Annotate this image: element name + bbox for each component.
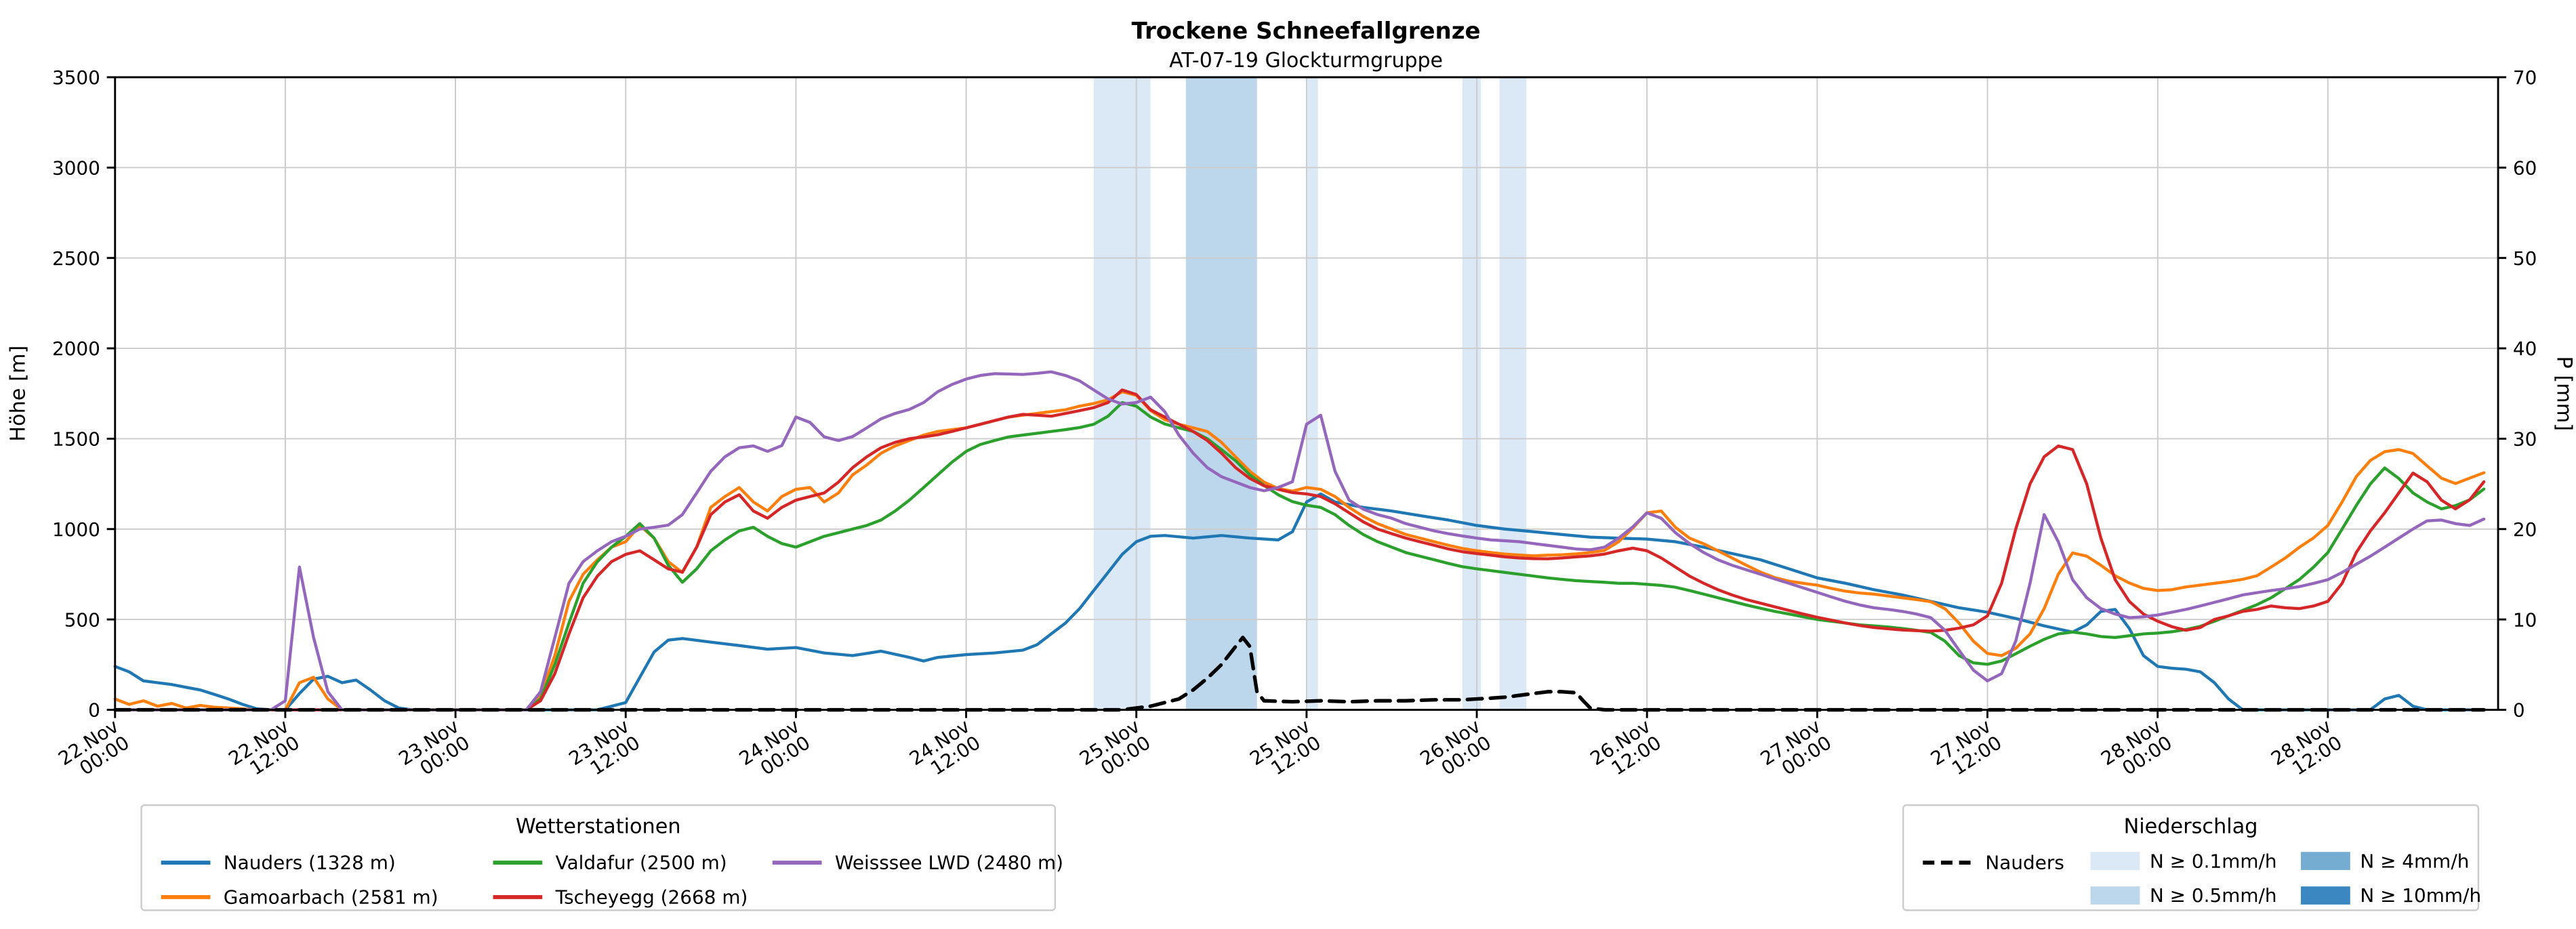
legend-item-label: N ≥ 4mm/h xyxy=(2360,850,2469,872)
y-left-tick-label: 3500 xyxy=(52,66,100,89)
legend-box xyxy=(140,804,1057,911)
precip-band xyxy=(1306,77,1318,710)
legend-item-label: Nauders (1328 m) xyxy=(224,852,396,874)
y-right-tick-label: 50 xyxy=(2513,247,2537,270)
y-right-tick-label: 40 xyxy=(2513,337,2537,360)
legend-item-label: Gamoarbach (2581 m) xyxy=(224,886,438,909)
axes: 0 500 1000 1500 2000 2500 3000 3500 0 10 20 30 40 50 6… xyxy=(6,66,2575,787)
precip-band xyxy=(1185,77,1257,710)
y-axis-label-right: P [mm] xyxy=(2552,356,2575,431)
x-tick-label: 25.Nov12:00 xyxy=(1246,715,1325,787)
y-right-tick-label: 20 xyxy=(2513,518,2537,541)
y-right-tick-label: 0 xyxy=(2513,699,2525,722)
legend-item-label: Tscheyegg (2668 m) xyxy=(555,886,748,909)
svg-text:22.Nov12:00: 22.Nov12:00 xyxy=(224,715,304,787)
legend-item-label: Nauders xyxy=(1985,852,2064,874)
svg-text:27.Nov12:00: 27.Nov12:00 xyxy=(1927,715,2006,787)
svg-text:23.Nov00:00: 23.Nov00:00 xyxy=(394,715,474,787)
legend-item-label: N ≥ 10mm/h xyxy=(2360,884,2481,907)
precip-band xyxy=(1499,77,1527,710)
legend-item-label: N ≥ 0.5mm/h xyxy=(2150,884,2277,907)
y-left-tick-label: 1500 xyxy=(52,428,100,451)
legend-wetterstationen: Wetterstationen Nauders (1328 m) Gamoarbac… xyxy=(140,804,1063,911)
legend-patch-swatch xyxy=(2301,852,2350,870)
precip-band xyxy=(1463,77,1481,710)
x-tick-label: 24.Nov12:00 xyxy=(905,715,985,787)
x-tick-label: 23.Nov12:00 xyxy=(565,715,645,787)
series-line-nauders xyxy=(113,636,2486,712)
legend-item-label: N ≥ 0.1mm/h xyxy=(2150,850,2277,872)
svg-text:25.Nov00:00: 25.Nov00:00 xyxy=(1076,715,1155,787)
legend-box xyxy=(1902,804,2480,911)
series-line-valdafur-2500-m xyxy=(113,400,2486,711)
legend-title: Wetterstationen xyxy=(516,814,681,838)
x-tick-label: 28.Nov00:00 xyxy=(2097,715,2176,787)
svg-text:24.Nov12:00: 24.Nov12:00 xyxy=(905,715,985,787)
y-left-tick-label: 3000 xyxy=(52,157,100,180)
svg-text:P [mm]: P [mm] xyxy=(2552,356,2575,431)
x-tick-label: 25.Nov00:00 xyxy=(1076,715,1155,787)
precip-band xyxy=(1093,77,1151,710)
svg-text:25.Nov12:00: 25.Nov12:00 xyxy=(1246,715,1325,787)
x-tick-label: 22.Nov12:00 xyxy=(224,715,304,787)
series-line-nauders-1328-m xyxy=(113,492,2486,711)
svg-text:27.Nov00:00: 27.Nov00:00 xyxy=(1757,715,1836,787)
y-right-tick-label: 10 xyxy=(2513,608,2537,631)
x-tick-label: 26.Nov00:00 xyxy=(1416,715,1495,787)
series-lines xyxy=(113,370,2486,712)
legend-patch-swatch xyxy=(2090,886,2140,905)
svg-text:26.Nov00:00: 26.Nov00:00 xyxy=(1416,715,1495,787)
x-tick-label: 27.Nov12:00 xyxy=(1927,715,2006,787)
legend-item-label: Weisssee LWD (2480 m) xyxy=(835,852,1063,874)
legend-patch-swatch xyxy=(2090,852,2140,870)
svg-text:28.Nov12:00: 28.Nov12:00 xyxy=(2267,715,2346,787)
chart-title: Trockene Schneefallgrenze xyxy=(1131,18,1481,45)
svg-text:26.Nov12:00: 26.Nov12:00 xyxy=(1586,715,1665,787)
legend-title: Niederschlag xyxy=(2124,814,2258,838)
svg-text:28.Nov00:00: 28.Nov00:00 xyxy=(2097,715,2176,787)
svg-text:23.Nov12:00: 23.Nov12:00 xyxy=(565,715,645,787)
precip-bands xyxy=(1093,77,1527,710)
x-tick-label: 27.Nov00:00 xyxy=(1757,715,1836,787)
chart-subtitle: AT-07-19 Glockturmgruppe xyxy=(1169,49,1444,73)
legend-item-label: Valdafur (2500 m) xyxy=(556,852,727,874)
y-left-tick-label: 2000 xyxy=(52,337,100,360)
x-tick-label: 23.Nov00:00 xyxy=(394,715,474,787)
svg-text:Höhe [m]: Höhe [m] xyxy=(6,346,30,442)
svg-text:22.Nov00:00: 22.Nov00:00 xyxy=(54,715,134,787)
series-line-tscheyegg-2668-m xyxy=(113,388,2486,711)
y-left-tick-label: 2500 xyxy=(52,247,100,270)
y-left-tick-label: 1000 xyxy=(52,518,100,541)
y-right-tick-label: 60 xyxy=(2513,157,2537,180)
y-right-tick-label: 70 xyxy=(2513,66,2537,89)
legend-patch-swatch xyxy=(2301,886,2350,905)
x-tick-label: 22.Nov00:00 xyxy=(54,715,134,787)
x-tick-label: 28.Nov12:00 xyxy=(2267,715,2346,787)
x-tick-label: 26.Nov12:00 xyxy=(1586,715,1665,787)
y-left-tick-label: 0 xyxy=(88,699,100,722)
gridlines xyxy=(115,76,2499,710)
x-tick-label: 24.Nov00:00 xyxy=(735,715,815,787)
series-line-weisssee-lwd-2480-m xyxy=(113,370,2486,711)
svg-text:24.Nov00:00: 24.Nov00:00 xyxy=(735,715,815,787)
series-line-gamoarbach-2581-m xyxy=(113,390,2486,711)
y-axis-label-left: Höhe [m] xyxy=(6,346,30,442)
legend-niederschlag: Niederschlag Nauders N ≥ 0.1mm/h N ≥ 0.5mm/… xyxy=(1902,804,2481,911)
y-left-tick-label: 500 xyxy=(64,608,100,631)
y-right-tick-label: 30 xyxy=(2513,428,2537,451)
